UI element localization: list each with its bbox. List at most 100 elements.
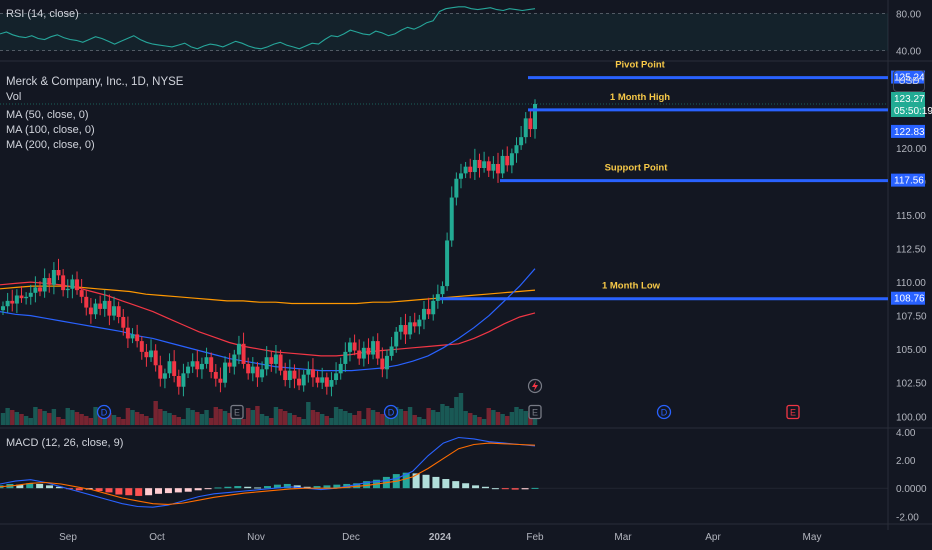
volume-legend[interactable]: Vol <box>6 91 22 103</box>
volume-bar <box>292 415 297 425</box>
volume-bar <box>107 413 112 425</box>
macd-histogram-bar <box>194 488 202 491</box>
candle-body <box>338 363 343 374</box>
volume-bar <box>403 411 408 425</box>
symbol-legend[interactable]: Merck & Company, Inc., 1D, NYSE <box>6 76 184 88</box>
time-tick-label: Nov <box>247 532 265 543</box>
candle-body <box>107 300 112 316</box>
candle-body <box>292 370 297 379</box>
candle-body <box>347 342 352 352</box>
candle-body <box>458 173 463 179</box>
volume-bar <box>338 409 343 425</box>
volume-bar <box>324 416 330 425</box>
level-label: Pivot Point <box>615 60 665 71</box>
macd-histogram-bar <box>26 483 34 489</box>
volume-bar <box>176 417 181 425</box>
earnings-marker <box>528 404 542 420</box>
price-tick-label: 120.00 <box>896 144 927 155</box>
price-label: 05:50:19 <box>894 106 932 117</box>
candle-body <box>394 331 399 347</box>
candle-body <box>426 308 431 315</box>
candle-body <box>167 361 172 374</box>
price-label-bg <box>891 173 925 187</box>
volume-bar <box>241 419 246 425</box>
candle-body <box>334 373 339 381</box>
candle-body <box>112 306 117 316</box>
volume-bar <box>398 409 404 425</box>
candle-body <box>51 269 56 285</box>
candle-body <box>421 308 426 320</box>
candle-body <box>19 295 24 299</box>
price-tick-label: 115.00 <box>896 211 926 222</box>
macd-tick-label: 2.00 <box>896 456 916 467</box>
macd-histogram-bar <box>36 483 44 489</box>
dividend-marker <box>656 404 672 420</box>
dividend-marker <box>383 404 399 420</box>
macd-histogram-bar <box>105 488 113 493</box>
macd-histogram-bar <box>353 483 361 489</box>
volume-bar <box>111 415 117 425</box>
volume-bar <box>208 418 214 425</box>
price-label-bg <box>891 124 925 138</box>
time-tick-label: 2024 <box>429 532 452 543</box>
candle-body <box>213 371 218 379</box>
candle-body <box>84 296 89 308</box>
candle-body <box>204 357 209 364</box>
volume-bar <box>33 407 38 425</box>
ma100-legend[interactable]: MA (100, close, 0) <box>6 124 95 136</box>
volume-bar <box>84 416 89 425</box>
candle-body <box>315 377 320 383</box>
candle-body <box>343 351 348 364</box>
macd-histogram-bar <box>75 488 83 491</box>
volume-bar <box>79 414 84 425</box>
macd-histogram-bar <box>46 485 54 489</box>
candle-body <box>329 380 334 387</box>
ma200-legend[interactable]: MA (200, close, 0) <box>6 139 95 151</box>
macd-histogram-bar <box>164 488 172 494</box>
candle-body <box>93 303 98 315</box>
time-tick-label: Apr <box>705 532 721 543</box>
candle-body <box>431 300 436 315</box>
time-tick-label: Dec <box>342 532 360 543</box>
macd-histogram-bar <box>501 488 509 490</box>
volume-bar <box>47 413 52 425</box>
volume-bar <box>37 409 43 425</box>
macd-histogram-bar <box>481 486 489 489</box>
volume-bar <box>236 417 242 425</box>
volume-bar <box>431 410 436 425</box>
volume-bar <box>5 408 10 425</box>
price-label: 108.76 <box>894 294 925 305</box>
macd-tick-label: 0.0000 <box>896 484 927 495</box>
macd-histogram-bar <box>224 486 232 489</box>
volume-bar <box>23 416 29 425</box>
candle-body <box>384 355 389 370</box>
volume-bar <box>213 407 218 425</box>
macd-legend[interactable]: MACD (12, 26, close, 9) <box>6 437 124 449</box>
candle-body <box>195 361 200 370</box>
candle-body <box>199 363 204 370</box>
candle-body <box>186 366 191 374</box>
currency-button[interactable]: USD <box>893 70 925 92</box>
volume-bar <box>407 407 413 425</box>
candle-body <box>320 377 325 383</box>
candle-body <box>283 370 288 381</box>
price-tick-label: 110.00 <box>896 278 926 289</box>
candle-body <box>514 145 519 154</box>
price-label: 117.56 <box>894 176 924 187</box>
volume-bar <box>273 407 279 425</box>
candle-body <box>306 369 311 375</box>
candle-body <box>445 240 450 287</box>
macd-line <box>0 436 536 508</box>
dividend-marker <box>96 404 112 420</box>
volume-bar <box>204 410 209 425</box>
volume-bar <box>134 412 140 425</box>
rsi-legend[interactable]: RSI (14, close) <box>6 8 79 20</box>
candle-body <box>366 347 371 355</box>
macd-histogram-bar <box>452 481 460 489</box>
ma50-legend[interactable]: MA (50, close, 0) <box>6 109 89 121</box>
candle-body <box>88 307 93 315</box>
volume-bar <box>148 418 154 425</box>
rsi-tick-label: 40.00 <box>896 47 921 58</box>
candle-body <box>278 354 283 371</box>
